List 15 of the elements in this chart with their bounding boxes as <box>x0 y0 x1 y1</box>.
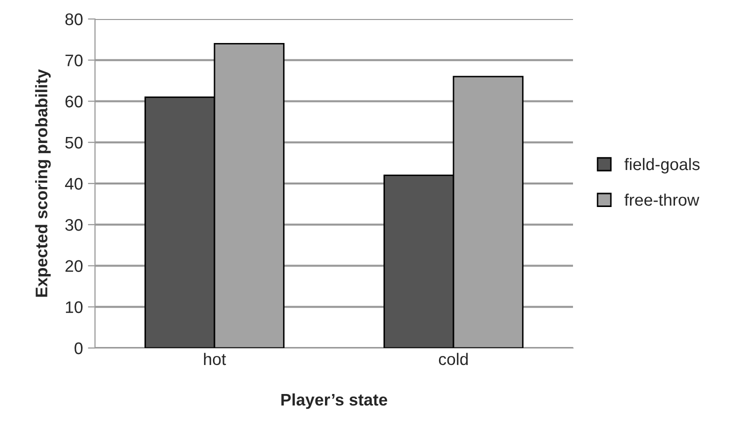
y-tick-label: 20 <box>65 260 83 272</box>
y-tick-label: 60 <box>66 96 83 108</box>
y-tick-label: 50 <box>65 136 83 149</box>
y-tick-label: 0 <box>74 342 83 354</box>
x-axis-title: Player’s state <box>281 393 388 409</box>
x-tick-label: hot <box>204 352 226 366</box>
y-tick-label: 70 <box>66 54 83 66</box>
y-axis-title: Expected scoring probability <box>35 69 51 297</box>
y-tick-label: 10 <box>66 301 83 314</box>
y-tick-label: 40 <box>65 178 83 190</box>
legend-label: field-goals <box>624 158 700 174</box>
legend-label: free-throw <box>624 194 700 206</box>
x-tick-label: cold <box>438 352 468 366</box>
y-tick-label: 80 <box>65 13 83 26</box>
y-tick-label: 30 <box>65 219 83 231</box>
